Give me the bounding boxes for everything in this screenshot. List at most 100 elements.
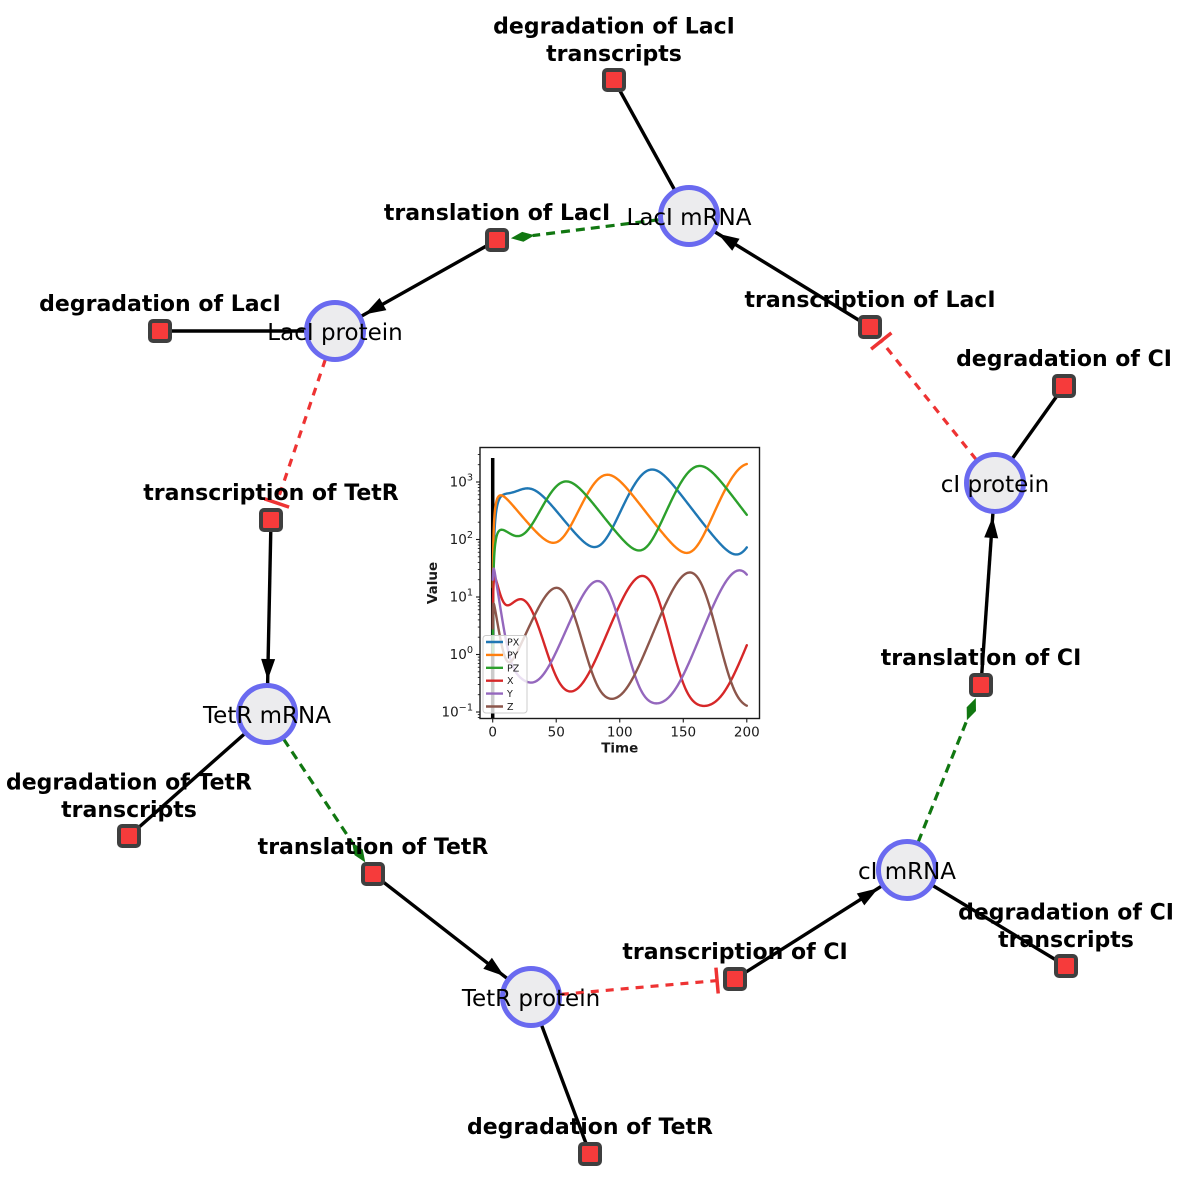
reaction-node-deg_LacI_tr	[602, 68, 626, 92]
y-tick-mantissa: 10	[450, 647, 467, 663]
species-label-LacI_mRNA: LacI mRNA	[627, 205, 752, 231]
legend-label-Y: Y	[506, 689, 513, 700]
y-tick-exponent: −1	[459, 703, 473, 714]
reaction-node-transcr_CI	[723, 967, 747, 991]
y-tick-mantissa: 10	[450, 590, 467, 606]
reaction-label-transcr_CI-line1: transcription of CI	[622, 940, 847, 965]
reaction-node-deg_TetR_tr	[117, 824, 141, 848]
y-tick-exponent: 1	[467, 588, 473, 599]
reaction-label-transl_CI-line1: translation of CI	[881, 646, 1082, 671]
transcr_LacI-arrowhead-icon	[717, 233, 740, 251]
transl_LacI-arrowhead-icon	[364, 297, 387, 315]
transl_CI-to-cI_protein-edge	[979, 482, 997, 686]
species-node-LacI_mRNA	[658, 185, 720, 247]
cI_protein-to-transcr_LacI-edge-tee-icon	[870, 331, 893, 351]
reaction-label-deg_CI_tr-line2: transcripts	[998, 928, 1134, 953]
TetR_mRNA-to-transl_TetR-edge	[265, 713, 355, 845]
reaction-node-deg_LacI	[148, 319, 172, 343]
LacI_mRNA-to-transl_LacI-edge-diamond-icon	[510, 231, 535, 242]
legend-label-PY: PY	[507, 650, 519, 661]
series-curve-X	[491, 574, 748, 708]
species-node-cI_protein	[964, 452, 1026, 514]
series-curve-PY	[491, 462, 748, 589]
reaction-label-deg_TetR-line1: degradation of TetR	[467, 1115, 713, 1140]
transcr_TetR-to-TetR_mRNA-edge	[265, 519, 273, 715]
simulation-inset-plot: 0 50 100 150 20010310210110010−1TimeValuePXP…	[425, 446, 761, 757]
series-curve-Y	[491, 567, 748, 705]
legend-label-PX: PX	[507, 638, 520, 649]
TetR_protein-to-transcr_CI-edge	[530, 978, 718, 999]
reaction-label-deg_TetR_tr-line2: transcripts	[61, 798, 197, 823]
reaction-label-deg_CI_tr-line1: degradation of CI	[958, 901, 1174, 926]
legend-box	[482, 635, 528, 714]
y-tick-mantissa: 10	[441, 705, 458, 721]
reaction-label-transl_LacI-line1: translation of LacI	[384, 201, 610, 226]
species-node-cI_mRNA	[876, 839, 938, 901]
LacI_mRNA-to-transl_LacI-edge	[532, 214, 690, 238]
y-axis-label: Value	[425, 562, 441, 604]
series-curve-PX	[491, 468, 748, 656]
species-label-TetR_protein: TetR protein	[461, 986, 600, 1012]
reaction-node-transl_TetR	[361, 862, 385, 886]
transl_CI-arrowhead-icon	[984, 516, 999, 539]
y-tick-exponent: 3	[467, 473, 473, 484]
network-nodes-layer	[117, 68, 1078, 1166]
species-label-cI_mRNA: cI mRNA	[858, 859, 956, 885]
x-tick-label-200: 200	[734, 725, 760, 741]
transcr_CI-arrowhead-icon	[856, 888, 879, 906]
species-label-cI_protein: cI protein	[941, 472, 1050, 498]
reaction-node-deg_TetR	[578, 1142, 602, 1166]
y-tick-exponent: 2	[467, 530, 473, 541]
y-tick-label-10e2: 102	[450, 530, 473, 548]
LacI_protein-to-transcr_TetR-edge-tee-icon	[263, 497, 290, 509]
edge-arrowheads-layer	[261, 231, 999, 994]
legend-label-PZ: PZ	[507, 663, 520, 674]
series-curve-Z	[491, 571, 748, 707]
y-tick-exponent: 0	[467, 645, 473, 656]
reaction-label-deg_LacI_tr-line2: transcripts	[546, 42, 682, 67]
network-labels-layer: degradation of LacItranscriptstranslatio…	[6, 15, 1174, 1141]
reaction-label-deg_LacI_tr-line1: degradation of LacI	[493, 15, 735, 40]
species-node-LacI_protein	[304, 300, 366, 362]
species-label-LacI_protein: LacI protein	[267, 320, 402, 346]
TetR_mRNA-to-transl_TetR-edge-diamond-icon	[352, 842, 366, 863]
y-tick-label-10e0: 100	[450, 645, 473, 663]
x-axis-label: Time	[601, 741, 638, 757]
reaction-node-transcr_TetR	[259, 508, 283, 532]
reaction-node-transl_LacI	[485, 228, 509, 252]
plot-series-layer	[490, 458, 748, 719]
reaction-label-deg_CI-line1: degradation of CI	[956, 347, 1172, 372]
species-node-TetR_protein	[500, 966, 562, 1028]
transcr_TetR-arrowhead-icon	[261, 658, 276, 681]
legend-label-Z: Z	[507, 702, 514, 713]
reaction-label-deg_LacI-line1: degradation of LacI	[39, 292, 281, 317]
reaction-node-transcr_LacI	[858, 315, 882, 339]
x-tick-label-150: 150	[670, 725, 696, 741]
y-tick-mantissa: 10	[450, 532, 467, 548]
reaction-label-transcr_LacI-line1: transcription of LacI	[744, 288, 995, 313]
y-tick-mantissa: 10	[450, 475, 467, 491]
species-label-TetR_mRNA: TetR mRNA	[202, 703, 331, 729]
transl_TetR-arrowhead-icon	[483, 957, 505, 977]
cI_mRNA-to-transl_CI-edge	[905, 717, 970, 871]
series-curve-PZ	[491, 464, 748, 656]
TetR_protein-to-transcr_CI-edge-tee-icon	[714, 967, 720, 994]
reaction-label-transl_TetR-line1: translation of TetR	[258, 835, 489, 860]
reaction-node-deg_CI_tr	[1054, 954, 1078, 978]
reaction-node-deg_CI	[1052, 374, 1076, 398]
x-tick-label-0: 0	[488, 725, 497, 741]
species-node-TetR_mRNA	[236, 683, 298, 745]
cI_mRNA-to-transl_CI-edge-diamond-icon	[966, 697, 976, 721]
x-tick-label-50: 50	[548, 725, 565, 741]
y-tick-label-10e3: 103	[450, 473, 473, 491]
reaction-label-deg_TetR_tr-line1: degradation of TetR	[6, 771, 252, 796]
y-tick-label-10e-1: 10−1	[441, 703, 473, 721]
legend-label-X: X	[507, 676, 514, 687]
x-tick-label-100: 100	[607, 725, 633, 741]
reaction-node-transl_CI	[969, 673, 993, 697]
reaction-label-transcr_TetR-line1: transcription of TetR	[143, 481, 399, 506]
transl_TetR-to-TetR_protein-edge	[371, 872, 533, 999]
transcr_CI-to-cI_mRNA-edge	[734, 868, 908, 981]
y-tick-label-10e1: 101	[450, 588, 473, 606]
